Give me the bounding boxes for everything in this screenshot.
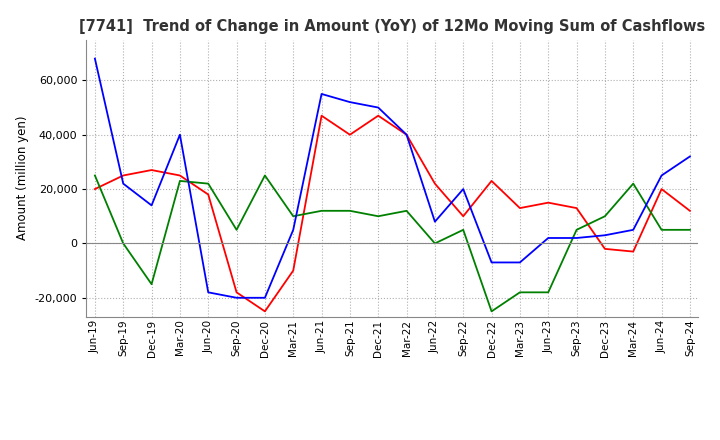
Operating Cashflow — [685, 208, 694, 213]
Free Cashflow — [374, 105, 382, 110]
Operating Cashflow — [289, 268, 297, 273]
Investing Cashflow — [459, 227, 467, 232]
Title: [7741]  Trend of Change in Amount (YoY) of 12Mo Moving Sum of Cashflows: [7741] Trend of Change in Amount (YoY) o… — [79, 19, 706, 34]
Operating Cashflow — [261, 309, 269, 314]
Free Cashflow — [544, 235, 552, 241]
Operating Cashflow — [402, 132, 411, 137]
Investing Cashflow — [629, 181, 637, 186]
Investing Cashflow — [374, 213, 382, 219]
Free Cashflow — [261, 295, 269, 301]
Line: Free Cashflow: Free Cashflow — [95, 59, 690, 298]
Free Cashflow — [600, 233, 609, 238]
Investing Cashflow — [402, 208, 411, 213]
Free Cashflow — [204, 290, 212, 295]
Operating Cashflow — [119, 173, 127, 178]
Operating Cashflow — [516, 205, 524, 211]
Free Cashflow — [119, 181, 127, 186]
Free Cashflow — [629, 227, 637, 232]
Free Cashflow — [346, 99, 354, 105]
Free Cashflow — [685, 154, 694, 159]
Operating Cashflow — [346, 132, 354, 137]
Operating Cashflow — [600, 246, 609, 252]
Y-axis label: Amount (million yen): Amount (million yen) — [16, 116, 30, 240]
Free Cashflow — [176, 132, 184, 137]
Investing Cashflow — [91, 173, 99, 178]
Investing Cashflow — [148, 282, 156, 287]
Free Cashflow — [289, 227, 297, 232]
Free Cashflow — [459, 187, 467, 192]
Investing Cashflow — [600, 213, 609, 219]
Operating Cashflow — [233, 290, 241, 295]
Line: Operating Cashflow: Operating Cashflow — [95, 116, 690, 312]
Investing Cashflow — [119, 241, 127, 246]
Investing Cashflow — [318, 208, 326, 213]
Operating Cashflow — [431, 181, 439, 186]
Operating Cashflow — [374, 113, 382, 118]
Operating Cashflow — [459, 213, 467, 219]
Investing Cashflow — [233, 227, 241, 232]
Investing Cashflow — [204, 181, 212, 186]
Investing Cashflow — [516, 290, 524, 295]
Investing Cashflow — [544, 290, 552, 295]
Operating Cashflow — [91, 187, 99, 192]
Operating Cashflow — [176, 173, 184, 178]
Free Cashflow — [516, 260, 524, 265]
Free Cashflow — [148, 203, 156, 208]
Free Cashflow — [431, 219, 439, 224]
Free Cashflow — [233, 295, 241, 301]
Investing Cashflow — [289, 213, 297, 219]
Operating Cashflow — [318, 113, 326, 118]
Free Cashflow — [487, 260, 496, 265]
Free Cashflow — [657, 173, 666, 178]
Investing Cashflow — [487, 309, 496, 314]
Operating Cashflow — [544, 200, 552, 205]
Free Cashflow — [318, 92, 326, 97]
Operating Cashflow — [657, 187, 666, 192]
Operating Cashflow — [629, 249, 637, 254]
Investing Cashflow — [176, 178, 184, 183]
Investing Cashflow — [657, 227, 666, 232]
Investing Cashflow — [261, 173, 269, 178]
Free Cashflow — [402, 132, 411, 137]
Operating Cashflow — [204, 192, 212, 197]
Operating Cashflow — [487, 178, 496, 183]
Line: Investing Cashflow: Investing Cashflow — [95, 176, 690, 312]
Free Cashflow — [572, 235, 581, 241]
Free Cashflow — [91, 56, 99, 61]
Investing Cashflow — [346, 208, 354, 213]
Investing Cashflow — [572, 227, 581, 232]
Operating Cashflow — [572, 205, 581, 211]
Investing Cashflow — [685, 227, 694, 232]
Operating Cashflow — [148, 167, 156, 172]
Investing Cashflow — [431, 241, 439, 246]
